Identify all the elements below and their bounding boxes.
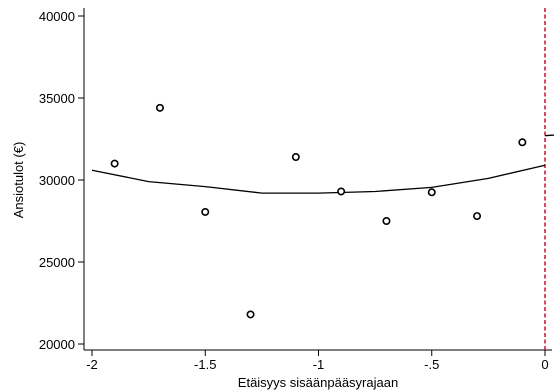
- x-tick-label: -2: [86, 357, 98, 372]
- x-axis-title: Etäisyys sisäänpääsyrajaan: [238, 375, 398, 390]
- x-tick-label: -.5: [424, 357, 439, 372]
- y-tick-label: 40000: [39, 9, 75, 24]
- data-point-below-cutoff: [246, 310, 255, 319]
- y-tick-label: 30000: [39, 173, 75, 188]
- x-tick-label: 0: [541, 357, 548, 372]
- data-point-below-cutoff: [337, 187, 346, 196]
- x-tick-label: -1: [313, 357, 325, 372]
- data-point-below-cutoff: [382, 217, 391, 226]
- data-point-below-cutoff: [201, 207, 210, 216]
- data-point-below-cutoff: [518, 138, 527, 147]
- data-point-below-cutoff: [110, 159, 119, 168]
- x-ticks: -2-1.5-1-.50.511.52: [86, 350, 549, 372]
- x-tick-label: -1.5: [194, 357, 216, 372]
- data-point-below-cutoff: [291, 153, 300, 162]
- y-ticks: 20000 25000 30000 35000 40000: [39, 9, 84, 352]
- y-axis-title: Ansiotulot (€): [11, 142, 26, 219]
- y-tick-label: 20000: [39, 337, 75, 352]
- fit-line: [91, 164, 546, 194]
- data-points: [110, 103, 527, 319]
- y-tick-label: 25000: [39, 255, 75, 270]
- fit-lines: [91, 134, 554, 194]
- data-point-below-cutoff: [427, 188, 436, 197]
- fit-line: [544, 134, 554, 137]
- data-point-below-cutoff: [473, 212, 482, 221]
- data-point-below-cutoff: [155, 103, 164, 112]
- y-tick-label: 35000: [39, 91, 75, 106]
